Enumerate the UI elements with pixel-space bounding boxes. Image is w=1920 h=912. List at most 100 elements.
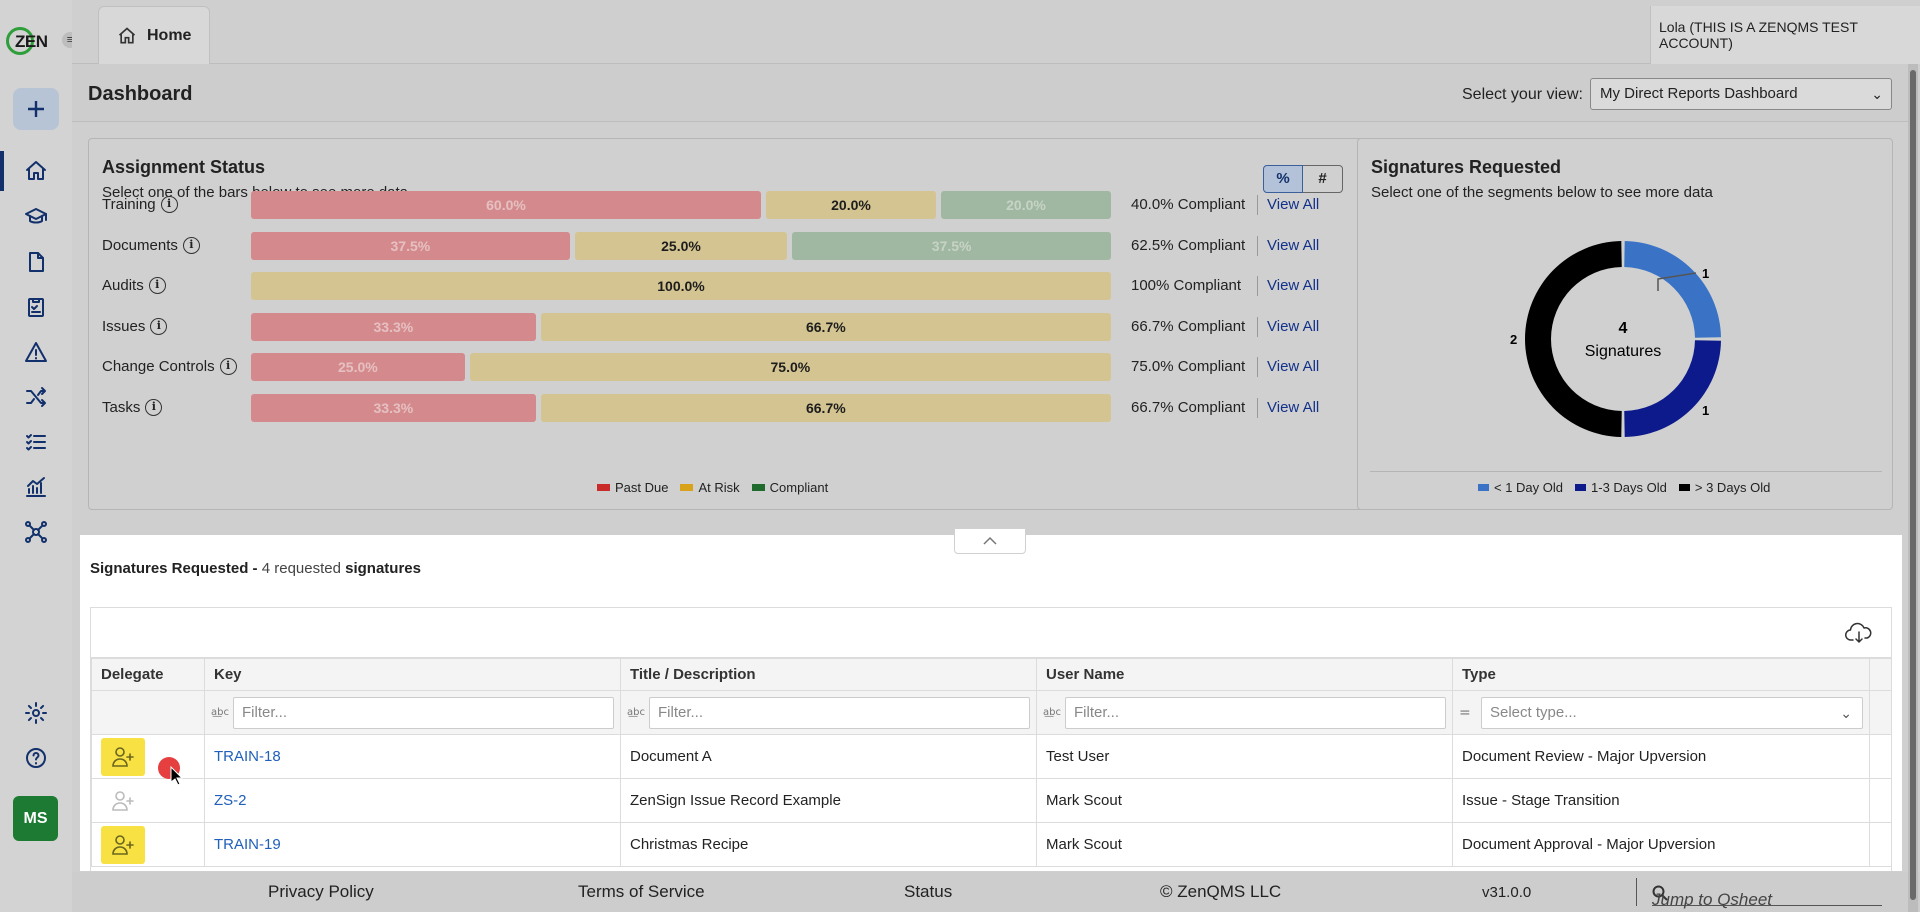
create-new-button[interactable] [13, 88, 59, 130]
compliance-value: 66.7% Compliant [1131, 399, 1246, 416]
view-select[interactable]: My Direct Reports Dashboard ⌄ [1590, 78, 1892, 110]
filter-row: a͟bc Filter... a͟bc Filter... a͟bc Filter..… [91, 690, 1892, 735]
column-header-title[interactable]: Title / Description [620, 658, 1037, 691]
privacy-policy-link[interactable]: Privacy Policy [268, 882, 374, 901]
past-due-segment[interactable]: 33.3% [251, 394, 536, 422]
user-account-menu[interactable]: Lola (THIS IS A ZENQMS TEST ACCOUNT) [1650, 6, 1920, 64]
at-risk-segment[interactable]: 75.0% [469, 353, 1111, 381]
tab-home[interactable]: Home [98, 6, 210, 64]
home-icon [118, 26, 136, 43]
equals-filter-icon: = [1459, 704, 1471, 721]
title-cell: Christmas Recipe [620, 822, 1037, 867]
compliance-value: 100% Compliant [1131, 277, 1242, 294]
signatures-grid: Delegate Key Title / Description User Na… [90, 607, 1892, 871]
info-icon[interactable]: i [182, 237, 200, 254]
column-header-key[interactable]: Key [204, 658, 621, 691]
nav-help[interactable] [15, 742, 57, 774]
leader-line [1657, 272, 1697, 291]
nav-training[interactable] [15, 201, 57, 233]
column-header-user-name[interactable]: User Name [1036, 658, 1453, 691]
user-name-cell: Test User [1036, 734, 1453, 779]
jump-to-qsheet-input[interactable]: Jump to Qsheet [1652, 880, 1882, 909]
nav-issues[interactable] [15, 336, 57, 368]
info-icon[interactable]: i [219, 358, 237, 375]
footer: Privacy Policy Terms of Service Status ©… [72, 872, 1920, 912]
donut-segment[interactable] [1525, 241, 1622, 437]
nav-change-controls[interactable] [15, 381, 57, 413]
nav-reports[interactable] [15, 471, 57, 503]
at-risk-segment[interactable]: 20.0% [766, 191, 936, 219]
key-filter-input[interactable]: Filter... [233, 696, 614, 729]
legend-label: At Risk [698, 480, 740, 495]
export-button[interactable] [1845, 622, 1873, 644]
user-name-cell: Mark Scout [1036, 778, 1453, 823]
info-icon[interactable]: i [150, 318, 168, 335]
filter-cell-delegate [91, 690, 205, 735]
donut-segment[interactable] [1624, 340, 1721, 437]
at-risk-segment[interactable]: 66.7% [540, 394, 1111, 422]
info-icon[interactable]: i [160, 196, 178, 213]
view-all-link[interactable]: View All [1267, 318, 1320, 335]
view-all-link[interactable]: View All [1267, 358, 1320, 375]
donut-value-label: 1 [1702, 403, 1709, 418]
spacer-cell [1869, 822, 1892, 867]
past-due-segment[interactable]: 25.0% [251, 353, 465, 381]
terms-of-service-link[interactable]: Terms of Service [578, 882, 705, 901]
collapse-sheet-button[interactable] [954, 528, 1026, 554]
at-risk-segment[interactable]: 100.0% [251, 272, 1111, 300]
past-due-segment[interactable]: 33.3% [251, 313, 536, 341]
past-due-segment[interactable]: 37.5% [251, 232, 570, 260]
user-avatar[interactable]: MS [13, 796, 58, 841]
delegate-button[interactable] [101, 737, 145, 776]
zenqms-logo[interactable]: ZEN [6, 24, 52, 58]
delegate-cell [91, 734, 205, 779]
nav-documents[interactable] [15, 246, 57, 278]
nav-audits[interactable] [15, 291, 57, 323]
view-all-link[interactable]: View All [1267, 399, 1320, 416]
sheet-title-text: Signatures Requested - [90, 560, 258, 577]
donut-center-count: 4 [1619, 320, 1628, 337]
toggle-percent-button[interactable]: % [1263, 165, 1303, 193]
delegate-button[interactable] [101, 825, 145, 864]
key-link[interactable]: TRAIN-19 [214, 836, 281, 853]
legend-item: Compliant [751, 480, 828, 495]
legend-item: At Risk [680, 480, 740, 495]
nav-settings[interactable] [15, 697, 57, 729]
nav-tasks[interactable] [15, 426, 57, 458]
donut-segment[interactable] [1624, 241, 1721, 338]
cloud-download-icon [1845, 622, 1872, 643]
at-risk-segment[interactable]: 66.7% [540, 313, 1111, 341]
filter-cell-title: a͟bc Filter... [620, 690, 1037, 735]
nav-home[interactable] [15, 155, 57, 187]
key-link[interactable]: TRAIN-18 [214, 748, 281, 765]
nav-network[interactable] [15, 516, 57, 548]
past-due-segment[interactable]: 60.0% [251, 191, 761, 219]
view-all-link[interactable]: View All [1267, 196, 1320, 213]
separator [1257, 398, 1258, 418]
compliant-segment[interactable]: 20.0% [941, 191, 1111, 219]
delegate-button [101, 782, 145, 820]
scrollbar-thumb[interactable] [1910, 70, 1916, 900]
at-risk-segment[interactable]: 25.0% [574, 232, 788, 260]
filter-cell-user: a͟bc Filter... [1036, 690, 1453, 735]
toggle-count-button[interactable]: # [1303, 165, 1343, 193]
compliant-segment[interactable]: 37.5% [792, 232, 1111, 260]
column-header-delegate[interactable]: Delegate [91, 658, 205, 691]
sheet-title-suffix: signatures [345, 560, 421, 577]
column-header-type[interactable]: Type [1452, 658, 1870, 691]
title-filter-input[interactable]: Filter... [649, 696, 1030, 729]
clipboard-icon [28, 298, 44, 317]
key-link[interactable]: ZS-2 [214, 792, 247, 809]
donut-value-label: 1 [1702, 266, 1709, 281]
info-icon[interactable]: i [148, 277, 166, 294]
view-all-link[interactable]: View All [1267, 237, 1320, 254]
type-filter-select[interactable]: Select type... ⌄ [1481, 696, 1863, 729]
sheet-title: Signatures Requested - 4 requested signa… [90, 560, 421, 577]
version-text: v31.0.0 [1482, 884, 1532, 901]
bar-audits: 100.0% [251, 272, 1111, 300]
view-all-link[interactable]: View All [1267, 277, 1320, 294]
status-link[interactable]: Status [904, 882, 953, 901]
user-filter-input[interactable]: Filter... [1065, 696, 1446, 729]
page-scrollbar[interactable] [1908, 64, 1918, 912]
info-icon[interactable]: i [145, 399, 163, 416]
